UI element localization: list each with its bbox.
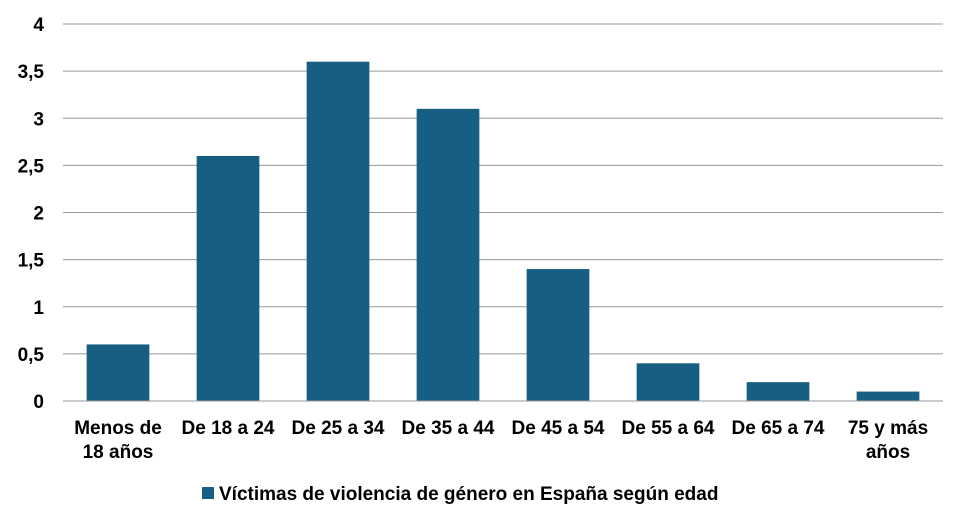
- y-tick-label: 4: [33, 15, 44, 36]
- bar: [526, 269, 590, 401]
- bar: [416, 108, 480, 401]
- bar: [636, 363, 700, 401]
- bar: [306, 61, 370, 401]
- bar: [196, 155, 260, 401]
- x-category-label: De 45 a 54: [512, 418, 605, 439]
- y-tick-label: 0: [33, 392, 44, 413]
- legend-label: Víctimas de violencia de género en Españ…: [219, 484, 718, 505]
- y-tick-label: 2: [33, 204, 44, 225]
- bar: [856, 391, 920, 401]
- x-category-label: 75 y más años: [848, 418, 928, 463]
- bar: [86, 344, 150, 401]
- y-tick-label: 1: [33, 298, 44, 319]
- x-axis-category-labels: Menos de 18 años De 18 a 24 De 25 a 34 De 35…: [74, 418, 928, 463]
- y-tick-label: 3,5: [18, 62, 45, 83]
- x-category-label: De 65 a 74: [732, 418, 825, 439]
- x-category-label: Menos de 18 años: [74, 418, 162, 463]
- legend-swatch: [202, 487, 214, 499]
- x-category-label: De 35 a 44: [402, 418, 495, 439]
- y-tick-label: 0,5: [18, 345, 45, 366]
- y-tick-label: 3: [33, 109, 44, 130]
- x-category-label: De 25 a 34: [292, 418, 385, 439]
- legend: Víctimas de violencia de género en Españ…: [202, 484, 718, 505]
- x-category-label: De 18 a 24: [182, 418, 275, 439]
- y-tick-label: 1,5: [18, 251, 45, 272]
- bar: [746, 382, 810, 401]
- y-axis-tick-labels: 0 0,5 1 1,5 2 2,5 3 3,5 4: [18, 15, 45, 413]
- y-tick-label: 2,5: [18, 156, 45, 177]
- x-category-label: De 55 a 64: [622, 418, 715, 439]
- bars: [86, 61, 920, 401]
- gridlines: [63, 23, 943, 355]
